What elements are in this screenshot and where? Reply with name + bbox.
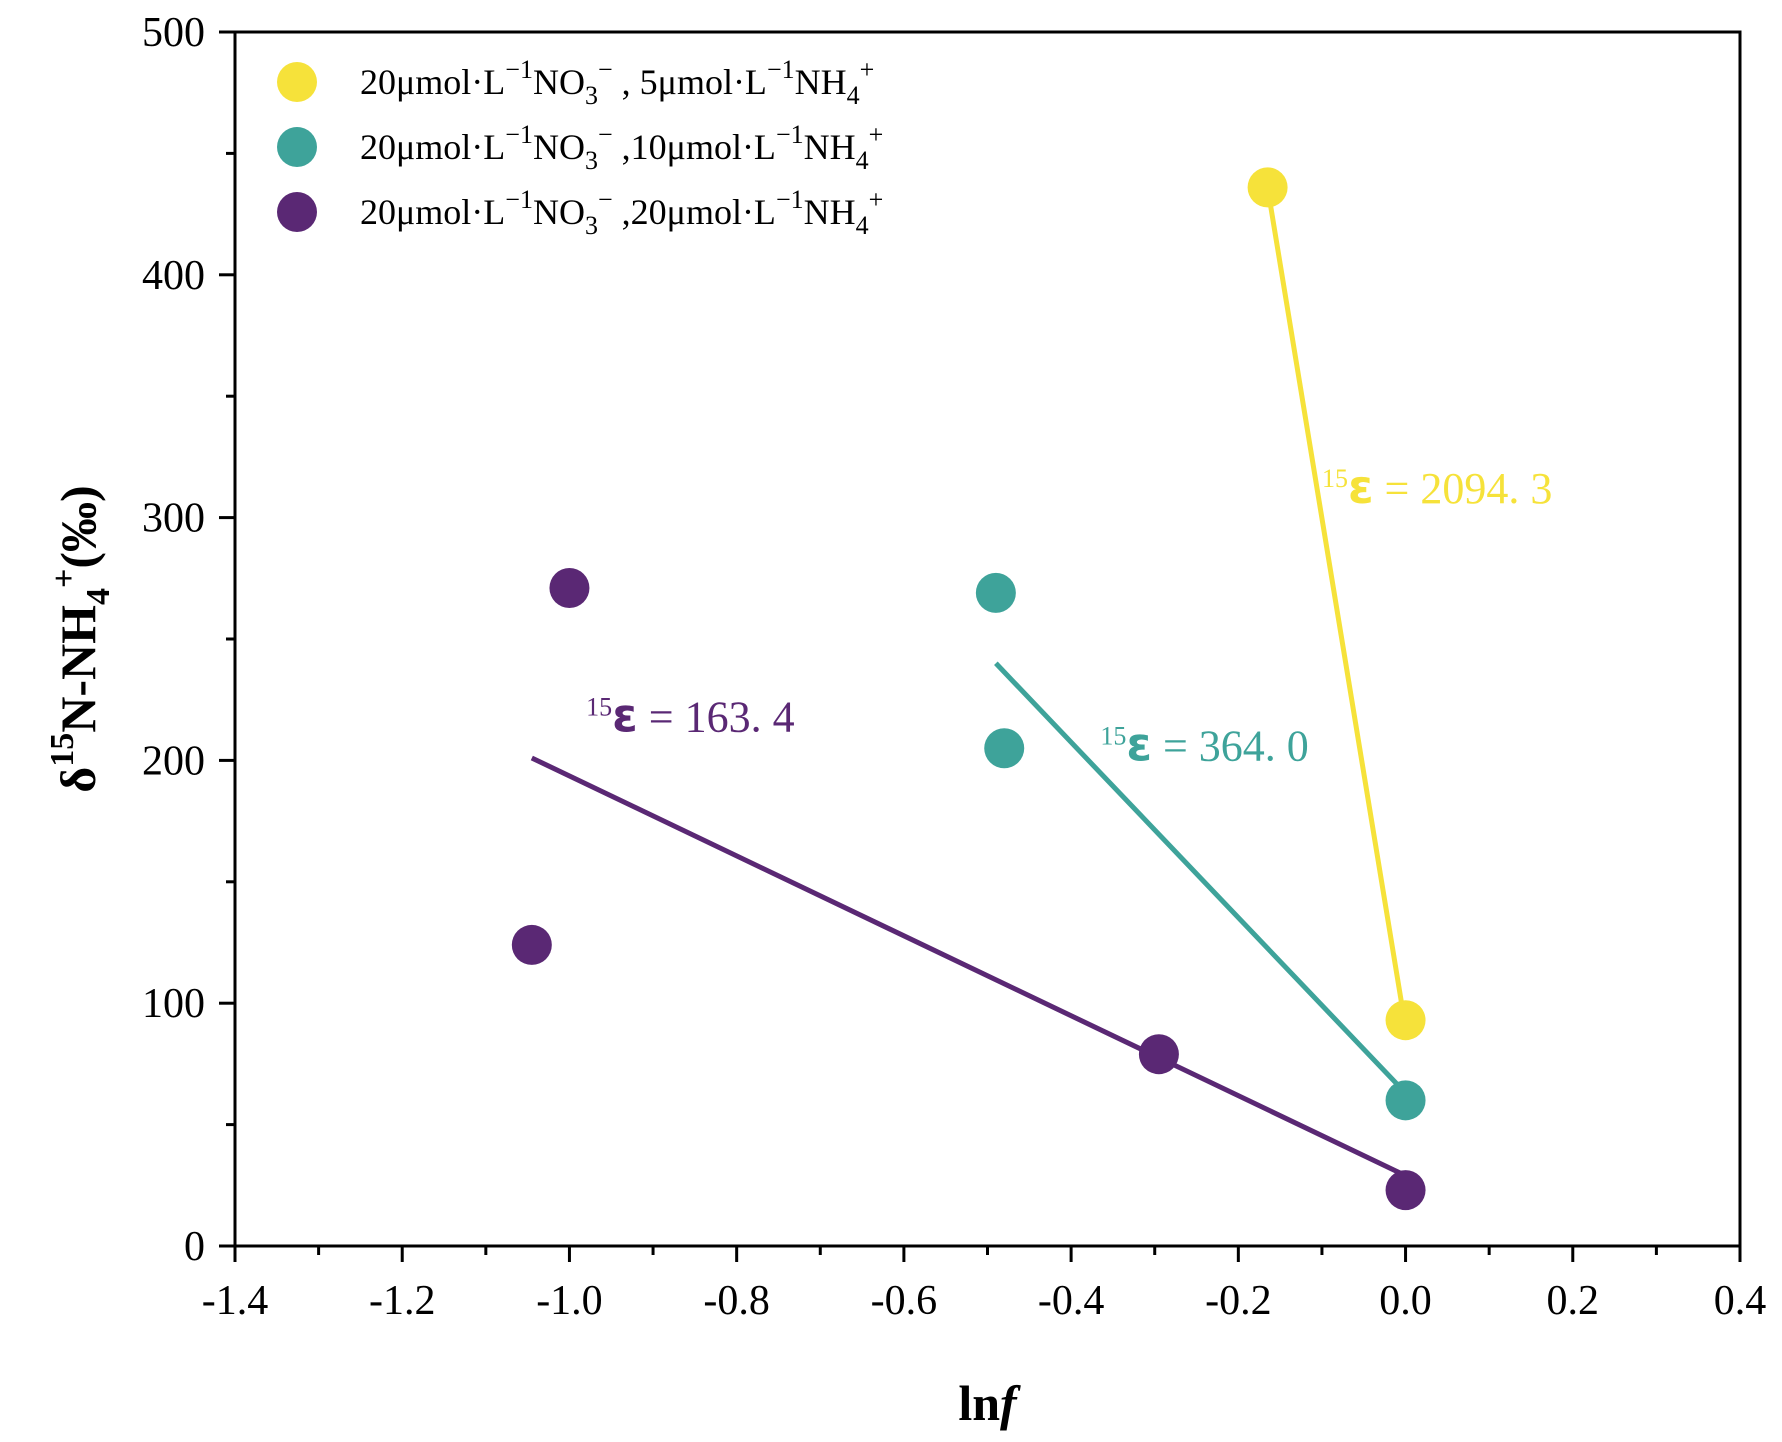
- annotation-isotope: 15: [586, 692, 612, 721]
- y-tick-label: 400: [142, 253, 205, 299]
- x-tick-label: -0.6: [871, 1278, 938, 1324]
- data-point-series-2: [975, 572, 1016, 613]
- x-tick-label: -0.2: [1205, 1278, 1272, 1324]
- epsilon-annotation-series-1: 15ε = 2094. 3: [1322, 460, 1552, 514]
- annotation-isotope: 15: [1100, 721, 1126, 750]
- legend-marker-series-2: [277, 127, 317, 167]
- x-tick-label: 0.0: [1379, 1278, 1432, 1324]
- legend-label-series-2: 20μmol·L−1NO3− ,10μmol·L−1NH4+: [360, 120, 883, 175]
- legend: 20μmol·L−1NO3− , 5μmol·L−1NH4+ 20μmol·L−1…: [277, 55, 883, 240]
- axes-layer: -1.4 -1.2 -1.0 -0.8 -0.6 -0.4 -0.2 0.0 0.2 0.4 0 10…: [142, 10, 1766, 1324]
- annotation-epsilon: ε: [1126, 717, 1152, 771]
- legend-label-series-1: 20μmol·L−1NO3− , 5μmol·L−1NH4+: [360, 55, 874, 110]
- x-tick-label: -1.2: [369, 1278, 436, 1324]
- epsilon-annotation-series-2: 15ε = 364. 0: [1100, 717, 1308, 771]
- legend-marker-series-1: [277, 62, 317, 102]
- data-point-series-3: [549, 568, 590, 609]
- y-tick-label: 100: [142, 981, 205, 1027]
- data-point-series-1: [1385, 1000, 1426, 1041]
- fit-line-series-3: [530, 755, 1407, 1178]
- data-point-series-2: [984, 728, 1025, 769]
- y-tick-label: 500: [142, 10, 205, 56]
- legend-label-series-3: 20μmol·L−1NO3− ,20μmol·L−1NH4+: [360, 185, 883, 240]
- y-axis-title: δ15N-NH4+(‰): [44, 485, 117, 792]
- axis-titles: lnf δ15N-NH4+(‰): [44, 485, 1021, 1431]
- fit-line-series-2: [994, 661, 1408, 1095]
- annotation-epsilon: ε: [1348, 460, 1374, 514]
- data-point-series-3: [1385, 1170, 1426, 1211]
- fit-lines-layer: [530, 186, 1409, 1178]
- annotation-epsilon: ε: [612, 688, 638, 742]
- data-point-series-2: [1385, 1080, 1426, 1121]
- annotation-isotope: 15: [1322, 464, 1348, 493]
- annotation-value: = 163. 4: [638, 692, 795, 741]
- x-tick-label: -1.0: [536, 1278, 603, 1324]
- annotation-value: = 2094. 3: [1374, 464, 1553, 513]
- x-tick-label: 0.4: [1714, 1278, 1767, 1324]
- x-tick-label: -1.4: [202, 1278, 269, 1324]
- y-tick-label: 300: [142, 496, 205, 542]
- y-tick-label: 200: [142, 738, 205, 784]
- y-tick-label: 0: [184, 1224, 205, 1270]
- epsilon-annotation-series-3: 15ε = 163. 4: [586, 688, 794, 742]
- fit-line-series-1: [1265, 186, 1409, 1028]
- x-axis-title: lnf: [958, 1375, 1021, 1431]
- annotation-value: = 364. 0: [1152, 721, 1309, 770]
- x-tick-label: 0.2: [1547, 1278, 1600, 1324]
- x-tick-label: -0.4: [1038, 1278, 1105, 1324]
- data-point-series-3: [1138, 1034, 1179, 1075]
- data-point-series-1: [1247, 167, 1288, 208]
- legend-marker-series-3: [277, 192, 317, 232]
- data-point-series-3: [511, 924, 552, 965]
- x-tick-label: -0.8: [703, 1278, 770, 1324]
- data-points-layer: [511, 167, 1426, 1211]
